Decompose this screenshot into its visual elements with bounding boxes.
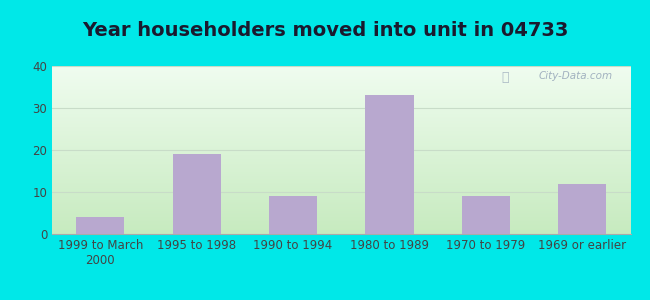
Text: ⦿: ⦿ — [502, 71, 509, 84]
Text: City-Data.com: City-Data.com — [539, 71, 613, 81]
Text: Year householders moved into unit in 04733: Year householders moved into unit in 047… — [82, 21, 568, 40]
Bar — [269, 196, 317, 234]
Bar — [558, 184, 606, 234]
Bar — [462, 196, 510, 234]
Bar — [365, 95, 413, 234]
Bar — [76, 217, 124, 234]
Bar — [172, 154, 221, 234]
